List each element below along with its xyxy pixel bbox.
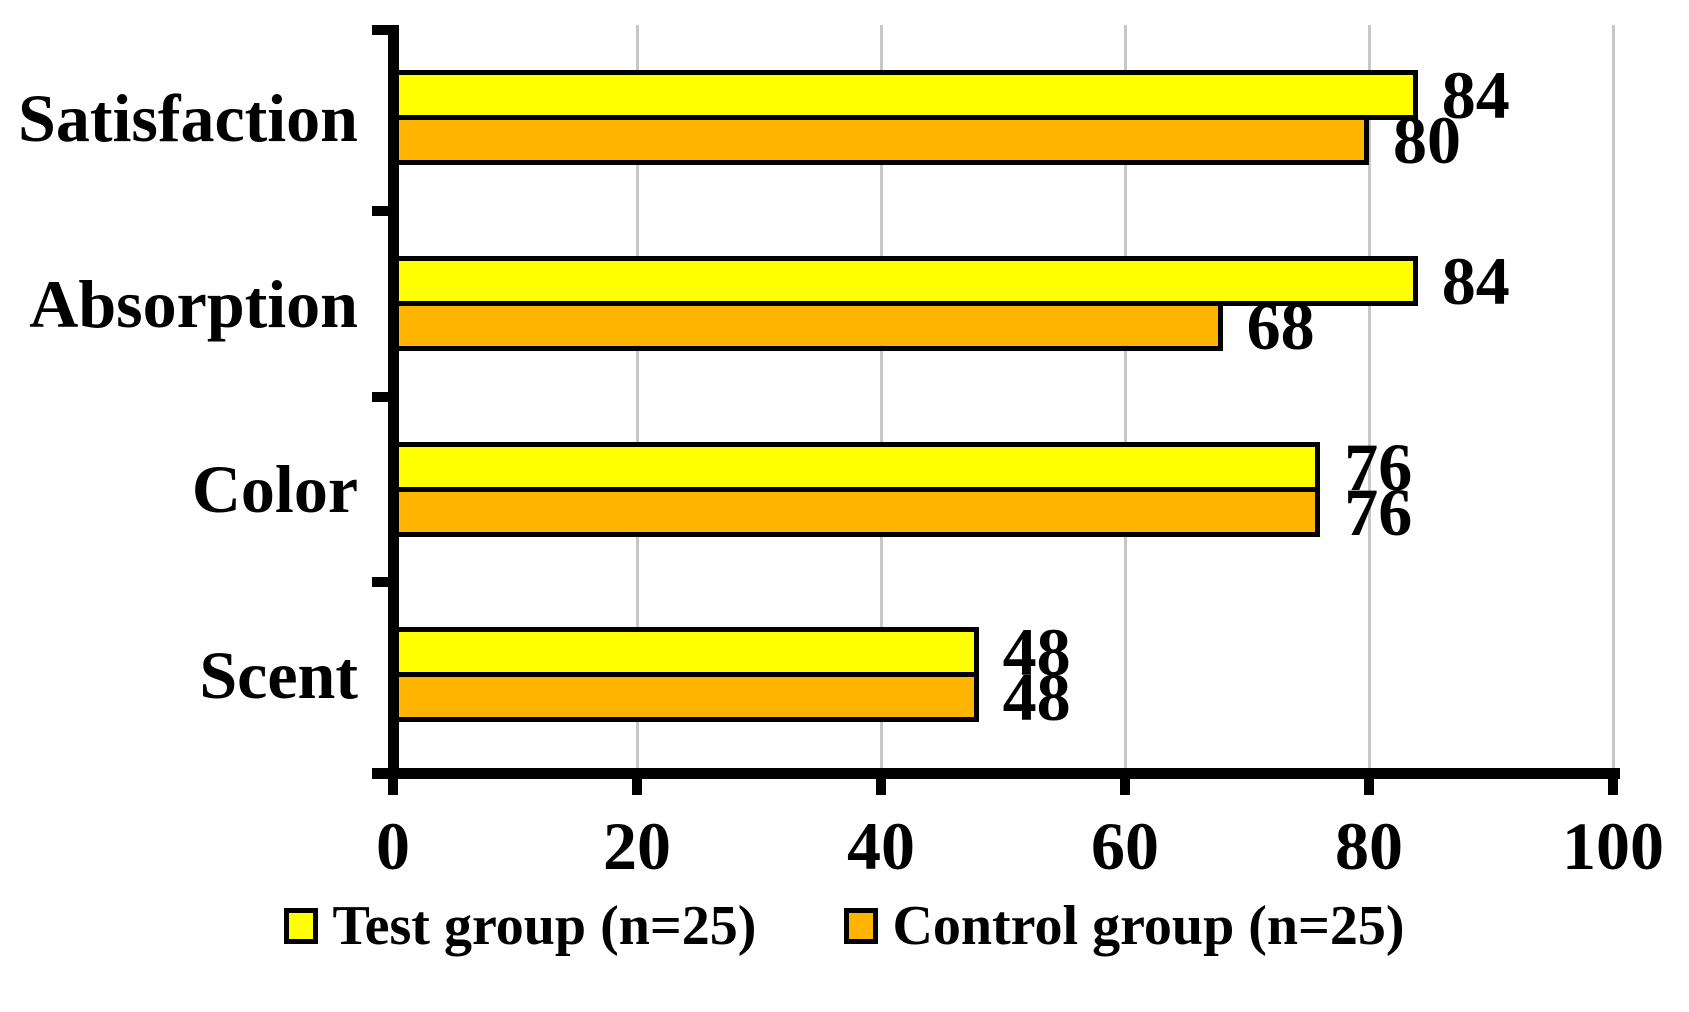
bar-satisfaction-test-group-n-25 (391, 70, 1418, 120)
x-tick-label-100: 100 (1562, 808, 1664, 884)
y-tick-2 (372, 391, 388, 402)
y-axis-line (388, 25, 399, 779)
category-label-color: Color (191, 451, 358, 528)
data-label-scent-control-group-n-25: 48 (1002, 659, 1071, 736)
bar-color-control-group-n-25 (391, 486, 1321, 537)
gridline-x80 (1367, 25, 1371, 768)
x-tick-80 (1364, 768, 1374, 795)
data-label-scent-test-group-n-25: 48 (1002, 614, 1071, 691)
bar-satisfaction-control-group-n-25 (391, 115, 1369, 165)
x-axis-line (372, 768, 1620, 779)
category-label-absorption: Absorption (29, 265, 358, 342)
legend-label-control-group: Control group (n=25) (892, 895, 1405, 957)
x-tick-60 (1120, 768, 1130, 795)
x-tick-label-0: 0 (376, 808, 410, 884)
data-label-color-control-group-n-25: 76 (1344, 473, 1413, 550)
data-label-satisfaction-test-group-n-25: 84 (1441, 57, 1510, 133)
gridline-x60 (1123, 25, 1127, 768)
x-tick-label-40: 40 (847, 808, 915, 884)
data-label-absorption-test-group-n-25: 84 (1441, 242, 1510, 319)
y-tick-0 (372, 25, 388, 35)
bar-color-test-group-n-25 (391, 441, 1321, 492)
data-label-color-test-group-n-25: 76 (1344, 428, 1413, 505)
legend-swatch-control-group (844, 908, 879, 944)
y-tick-3 (372, 577, 388, 588)
bar-absorption-control-group-n-25 (391, 300, 1223, 351)
y-tick-1 (372, 205, 388, 216)
bar-scent-control-group-n-25 (391, 672, 979, 723)
legend-item-control-group: Control group (n=25) (844, 895, 1405, 957)
x-tick-label-20: 20 (603, 808, 671, 884)
x-tick-20 (632, 768, 642, 795)
gridline-x40 (879, 25, 883, 768)
x-tick-label-60: 60 (1091, 808, 1159, 884)
legend: Test group (n=25) Control group (n=25) (0, 898, 1689, 954)
gridline-x100 (1611, 25, 1615, 768)
data-label-absorption-control-group-n-25: 68 (1246, 287, 1315, 364)
legend-item-test-group: Test group (n=25) (284, 898, 756, 954)
bar-scent-test-group-n-25 (391, 627, 979, 678)
category-label-satisfaction: Satisfaction (18, 79, 358, 156)
x-tick-label-80: 80 (1335, 808, 1403, 884)
x-tick-40 (876, 768, 886, 795)
legend-swatch-test-group (284, 908, 319, 944)
x-tick-100 (1608, 768, 1618, 795)
data-label-satisfaction-control-group-n-25: 80 (1393, 102, 1461, 178)
legend-label-test-group: Test group (n=25) (332, 895, 757, 957)
category-label-scent: Scent (199, 637, 358, 714)
x-tick-0 (388, 768, 398, 795)
gridline-x20 (635, 25, 639, 768)
